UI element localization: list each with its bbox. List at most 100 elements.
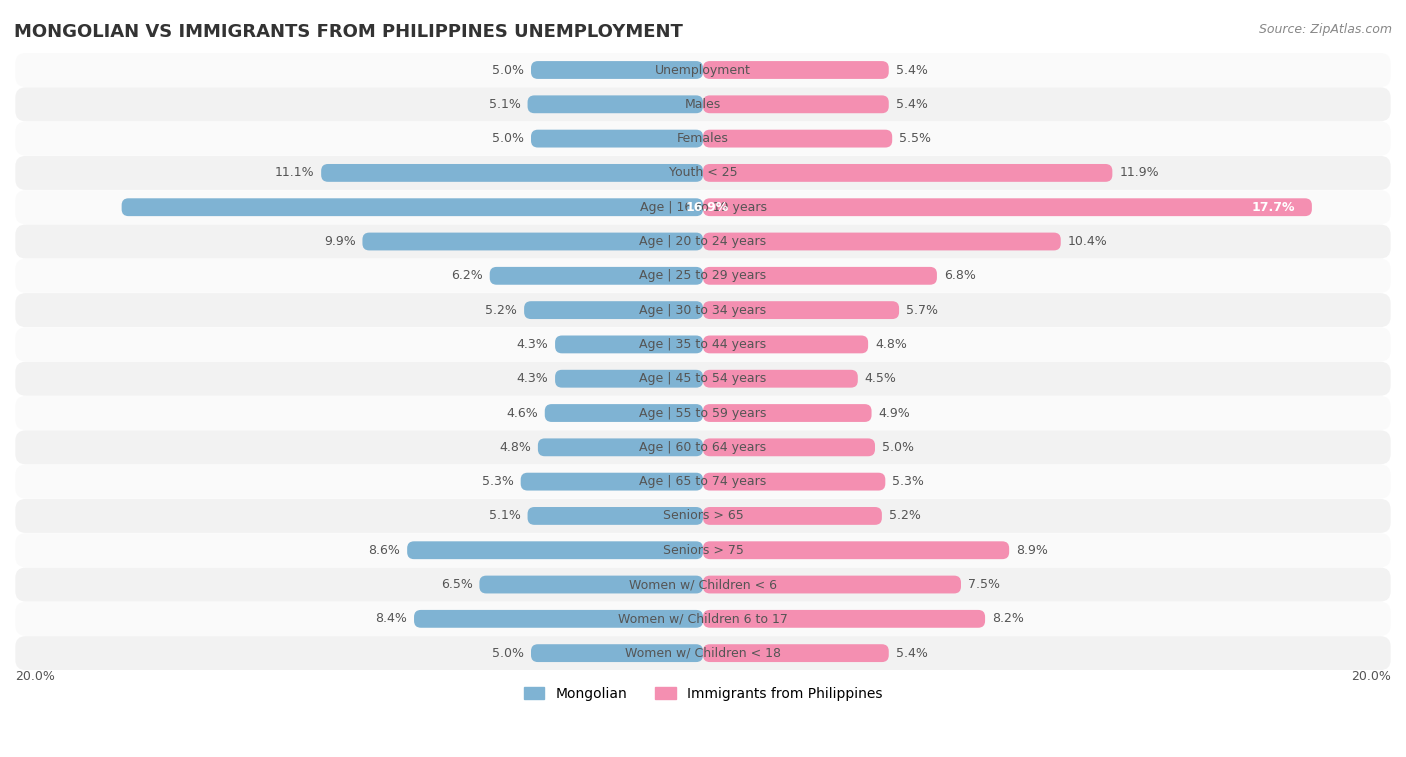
FancyBboxPatch shape xyxy=(531,61,703,79)
FancyBboxPatch shape xyxy=(544,404,703,422)
Text: 6.5%: 6.5% xyxy=(440,578,472,591)
Text: Women w/ Children < 18: Women w/ Children < 18 xyxy=(626,646,780,659)
FancyBboxPatch shape xyxy=(524,301,703,319)
Legend: Mongolian, Immigrants from Philippines: Mongolian, Immigrants from Philippines xyxy=(517,681,889,706)
Text: 6.2%: 6.2% xyxy=(451,269,482,282)
Text: Source: ZipAtlas.com: Source: ZipAtlas.com xyxy=(1258,23,1392,36)
FancyBboxPatch shape xyxy=(15,430,1391,464)
FancyBboxPatch shape xyxy=(531,644,703,662)
FancyBboxPatch shape xyxy=(527,95,703,114)
Text: Age | 65 to 74 years: Age | 65 to 74 years xyxy=(640,475,766,488)
Text: Age | 35 to 44 years: Age | 35 to 44 years xyxy=(640,338,766,351)
Text: 5.3%: 5.3% xyxy=(482,475,513,488)
FancyBboxPatch shape xyxy=(703,61,889,79)
FancyBboxPatch shape xyxy=(703,438,875,456)
FancyBboxPatch shape xyxy=(408,541,703,559)
Text: 5.5%: 5.5% xyxy=(898,132,931,145)
Text: 11.9%: 11.9% xyxy=(1119,167,1159,179)
Text: 5.3%: 5.3% xyxy=(893,475,924,488)
FancyBboxPatch shape xyxy=(15,87,1391,121)
FancyBboxPatch shape xyxy=(703,129,893,148)
FancyBboxPatch shape xyxy=(15,190,1391,224)
FancyBboxPatch shape xyxy=(555,370,703,388)
FancyBboxPatch shape xyxy=(703,507,882,525)
FancyBboxPatch shape xyxy=(15,122,1391,156)
Text: 5.2%: 5.2% xyxy=(485,304,517,316)
FancyBboxPatch shape xyxy=(15,156,1391,190)
Text: Youth < 25: Youth < 25 xyxy=(669,167,737,179)
FancyBboxPatch shape xyxy=(703,644,889,662)
Text: Age | 55 to 59 years: Age | 55 to 59 years xyxy=(640,407,766,419)
FancyBboxPatch shape xyxy=(703,267,936,285)
FancyBboxPatch shape xyxy=(15,533,1391,567)
Text: 4.3%: 4.3% xyxy=(516,338,548,351)
Text: 16.9%: 16.9% xyxy=(686,201,730,213)
Text: Age | 45 to 54 years: Age | 45 to 54 years xyxy=(640,372,766,385)
Text: 5.4%: 5.4% xyxy=(896,646,928,659)
Text: Females: Females xyxy=(678,132,728,145)
Text: 8.2%: 8.2% xyxy=(993,612,1024,625)
FancyBboxPatch shape xyxy=(413,610,703,628)
FancyBboxPatch shape xyxy=(363,232,703,251)
Text: Age | 20 to 24 years: Age | 20 to 24 years xyxy=(640,235,766,248)
Text: 5.1%: 5.1% xyxy=(489,98,520,111)
Text: Age | 25 to 29 years: Age | 25 to 29 years xyxy=(640,269,766,282)
FancyBboxPatch shape xyxy=(703,164,1112,182)
Text: 4.5%: 4.5% xyxy=(865,372,897,385)
Text: MONGOLIAN VS IMMIGRANTS FROM PHILIPPINES UNEMPLOYMENT: MONGOLIAN VS IMMIGRANTS FROM PHILIPPINES… xyxy=(14,23,683,41)
Text: 5.1%: 5.1% xyxy=(489,509,520,522)
Text: 4.3%: 4.3% xyxy=(516,372,548,385)
FancyBboxPatch shape xyxy=(703,575,960,593)
FancyBboxPatch shape xyxy=(703,370,858,388)
Text: 10.4%: 10.4% xyxy=(1067,235,1108,248)
FancyBboxPatch shape xyxy=(703,232,1060,251)
Text: 5.7%: 5.7% xyxy=(905,304,938,316)
Text: Unemployment: Unemployment xyxy=(655,64,751,76)
Text: Women w/ Children 6 to 17: Women w/ Children 6 to 17 xyxy=(619,612,787,625)
Text: 8.9%: 8.9% xyxy=(1017,544,1047,556)
Text: 5.0%: 5.0% xyxy=(492,64,524,76)
Text: 20.0%: 20.0% xyxy=(1351,670,1391,684)
FancyBboxPatch shape xyxy=(15,499,1391,533)
FancyBboxPatch shape xyxy=(555,335,703,354)
Text: 5.0%: 5.0% xyxy=(492,132,524,145)
Text: Seniors > 65: Seniors > 65 xyxy=(662,509,744,522)
FancyBboxPatch shape xyxy=(15,636,1391,670)
Text: 4.6%: 4.6% xyxy=(506,407,538,419)
Text: Age | 16 to 19 years: Age | 16 to 19 years xyxy=(640,201,766,213)
Text: 4.8%: 4.8% xyxy=(499,441,531,454)
FancyBboxPatch shape xyxy=(15,53,1391,87)
Text: 5.2%: 5.2% xyxy=(889,509,921,522)
Text: 5.4%: 5.4% xyxy=(896,98,928,111)
Text: 5.4%: 5.4% xyxy=(896,64,928,76)
Text: 7.5%: 7.5% xyxy=(967,578,1000,591)
Text: Women w/ Children < 6: Women w/ Children < 6 xyxy=(628,578,778,591)
FancyBboxPatch shape xyxy=(479,575,703,593)
Text: 8.6%: 8.6% xyxy=(368,544,401,556)
FancyBboxPatch shape xyxy=(15,293,1391,327)
FancyBboxPatch shape xyxy=(538,438,703,456)
FancyBboxPatch shape xyxy=(703,301,898,319)
FancyBboxPatch shape xyxy=(15,362,1391,396)
Text: 4.9%: 4.9% xyxy=(879,407,910,419)
Text: 9.9%: 9.9% xyxy=(323,235,356,248)
FancyBboxPatch shape xyxy=(15,465,1391,499)
FancyBboxPatch shape xyxy=(703,610,986,628)
Text: 5.0%: 5.0% xyxy=(882,441,914,454)
Text: 8.4%: 8.4% xyxy=(375,612,408,625)
FancyBboxPatch shape xyxy=(531,129,703,148)
FancyBboxPatch shape xyxy=(15,328,1391,361)
FancyBboxPatch shape xyxy=(122,198,703,217)
FancyBboxPatch shape xyxy=(520,472,703,491)
Text: 17.7%: 17.7% xyxy=(1251,201,1295,213)
FancyBboxPatch shape xyxy=(703,95,889,114)
FancyBboxPatch shape xyxy=(489,267,703,285)
Text: Males: Males xyxy=(685,98,721,111)
FancyBboxPatch shape xyxy=(15,568,1391,602)
FancyBboxPatch shape xyxy=(703,541,1010,559)
Text: Age | 60 to 64 years: Age | 60 to 64 years xyxy=(640,441,766,454)
FancyBboxPatch shape xyxy=(321,164,703,182)
Text: 11.1%: 11.1% xyxy=(274,167,315,179)
FancyBboxPatch shape xyxy=(15,225,1391,258)
Text: 5.0%: 5.0% xyxy=(492,646,524,659)
